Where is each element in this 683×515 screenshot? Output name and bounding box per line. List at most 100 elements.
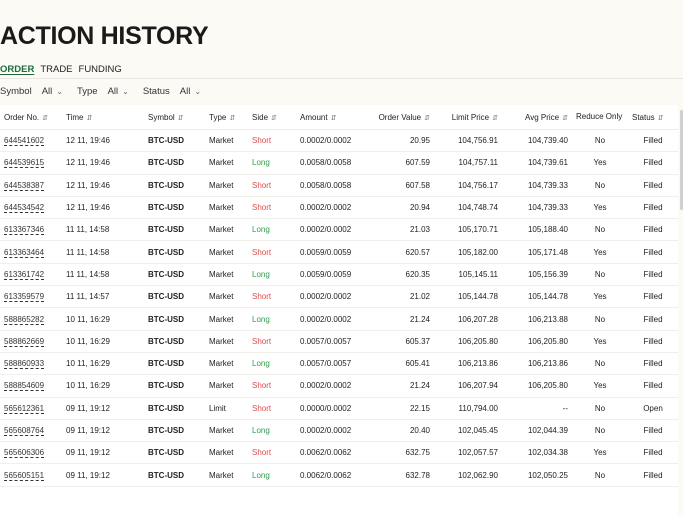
status-cell: Filled	[628, 196, 678, 220]
avg-price-cell: 104,739.40	[502, 129, 572, 153]
reduce-only-cell: No	[572, 218, 628, 242]
limit-price-cell: 106,207.28	[434, 307, 502, 331]
reduce-only-cell: No	[572, 463, 628, 487]
order-no-cell[interactable]: 613359579	[0, 285, 62, 309]
order-value-cell: 22.15	[372, 397, 434, 420]
sort-icon: ⇵	[424, 114, 430, 122]
reduce-only-cell: Yes	[572, 151, 628, 175]
reduce-only-cell: Yes	[572, 441, 628, 465]
limit-price-cell: 104,748.74	[434, 196, 502, 220]
type-cell: Market	[205, 374, 248, 398]
amount-cell: 0.0057/0.0057	[296, 352, 372, 376]
avg-price-cell: --	[502, 397, 572, 420]
order-history-table: Order No. ⇵ Time ⇵ Symbol ⇵ Type ⇵ Side ⇵ Amo…	[0, 105, 678, 487]
tab-funding[interactable]: FUNDING	[78, 64, 122, 75]
col-header-time[interactable]: Time ⇵	[62, 105, 144, 130]
status-cell: Filled	[628, 352, 678, 376]
side-cell: Long	[248, 307, 296, 331]
status-cell: Filled	[628, 285, 678, 309]
col-header-type[interactable]: Type ⇵	[205, 105, 248, 130]
reduce-only-cell: No	[572, 352, 628, 376]
limit-price-cell: 102,057.57	[434, 441, 502, 465]
order-no-cell[interactable]: 588860933	[0, 352, 62, 376]
order-value-cell: 20.40	[372, 419, 434, 443]
order-no-cell[interactable]: 644538387	[0, 174, 62, 197]
amount-cell: 0.0002/0.0002	[296, 374, 372, 398]
status-cell: Filled	[628, 151, 678, 175]
status-cell: Filled	[628, 263, 678, 287]
order-value-cell: 620.57	[372, 240, 434, 264]
order-no-cell[interactable]: 613363464	[0, 240, 62, 264]
reduce-only-cell: Yes	[572, 285, 628, 309]
sort-icon: ⇵	[229, 114, 236, 122]
col-header-side[interactable]: Side ⇵	[248, 105, 296, 130]
order-no-cell[interactable]: 565608764	[0, 419, 62, 443]
col-header-avg-price[interactable]: Avg Price ⇵	[502, 105, 572, 130]
table-row: 644541602 12 11, 19:46 BTC-USD Market Short 0…	[0, 129, 678, 153]
amount-cell: 0.0002/0.0002	[296, 285, 372, 309]
order-no-cell[interactable]: 565612361	[0, 397, 62, 420]
limit-price-cell: 104,756.17	[434, 174, 502, 197]
order-no-cell[interactable]: 565605151	[0, 463, 62, 487]
time-cell: 09 11, 19:12	[62, 397, 144, 420]
time-cell: 11 11, 14:58	[62, 218, 144, 242]
amount-cell: 0.0002/0.0002	[296, 196, 372, 220]
history-tabs: ORDER TRADE FUNDING	[0, 64, 122, 75]
avg-price-cell: 104,739.33	[502, 196, 572, 220]
time-cell: 12 11, 19:46	[62, 151, 144, 175]
time-cell: 10 11, 16:29	[62, 330, 144, 353]
table-header-row: Order No. ⇵ Time ⇵ Symbol ⇵ Type ⇵ Side ⇵ Amo…	[0, 105, 678, 130]
reduce-only-cell: No	[572, 263, 628, 287]
time-cell: 10 11, 16:29	[62, 352, 144, 376]
limit-price-cell: 106,205.80	[434, 330, 502, 353]
col-header-limit-price[interactable]: Limit Price ⇵	[434, 105, 502, 130]
col-header-symbol[interactable]: Symbol ⇵	[144, 105, 205, 130]
limit-price-cell: 104,756.91	[434, 129, 502, 153]
amount-cell: 0.0057/0.0057	[296, 330, 372, 353]
order-no-cell[interactable]: 588862669	[0, 330, 62, 353]
type-filter-label: Type	[76, 86, 98, 97]
symbol-cell: BTC-USD	[144, 263, 205, 287]
symbol-filter-value: All	[41, 86, 53, 97]
status-filter[interactable]: Status All ⌄	[143, 86, 201, 97]
reduce-only-cell: Yes	[572, 374, 628, 398]
limit-price-cell: 105,170.71	[434, 218, 502, 242]
symbol-cell: BTC-USD	[144, 196, 205, 220]
order-value-cell: 607.58	[372, 174, 434, 197]
order-no-cell[interactable]: 644539615	[0, 151, 62, 175]
type-filter[interactable]: Type All ⌄	[77, 86, 129, 97]
order-no-cell[interactable]: 644534542	[0, 196, 62, 220]
avg-price-cell: 105,188.40	[502, 218, 572, 242]
scrollbar[interactable]	[680, 110, 683, 210]
col-header-label: Reduce Only	[576, 112, 623, 121]
symbol-filter[interactable]: Symbol All ⌄	[0, 86, 63, 97]
order-no-cell[interactable]: 644541602	[0, 129, 62, 153]
avg-price-cell: 102,034.38	[502, 441, 572, 465]
col-header-order-no[interactable]: Order No. ⇵	[0, 105, 62, 130]
col-header-label: Limit Price	[451, 112, 490, 122]
time-cell: 10 11, 16:29	[62, 307, 144, 331]
col-header-amount[interactable]: Amount ⇵	[296, 105, 372, 130]
col-header-status[interactable]: Status ⇵	[628, 105, 678, 130]
time-cell: 10 11, 16:29	[62, 374, 144, 398]
symbol-cell: BTC-USD	[144, 463, 205, 487]
order-value-cell: 21.02	[372, 285, 434, 309]
status-cell: Filled	[628, 419, 678, 443]
order-no-cell[interactable]: 588865282	[0, 307, 62, 331]
col-header-order-value[interactable]: Order Value ⇵	[372, 105, 434, 130]
status-cell: Open	[628, 397, 678, 420]
table-row: 644539615 12 11, 19:46 BTC-USD Market Long 0.…	[0, 151, 678, 175]
order-no-cell[interactable]: 588854609	[0, 374, 62, 398]
tab-trade[interactable]: TRADE	[40, 64, 73, 75]
order-no-cell[interactable]: 565606306	[0, 441, 62, 465]
side-cell: Short	[248, 374, 296, 398]
sort-icon: ⇵	[657, 114, 664, 122]
tab-order[interactable]: ORDER	[0, 64, 35, 75]
col-header-label: Side	[252, 112, 269, 122]
tabs-divider	[0, 78, 683, 79]
order-no-cell[interactable]: 613367346	[0, 218, 62, 242]
type-cell: Market	[205, 307, 248, 331]
status-cell: Filled	[628, 441, 678, 465]
col-header-reduce-only[interactable]: Reduce Only	[572, 105, 628, 130]
order-no-cell[interactable]: 613361742	[0, 263, 62, 287]
